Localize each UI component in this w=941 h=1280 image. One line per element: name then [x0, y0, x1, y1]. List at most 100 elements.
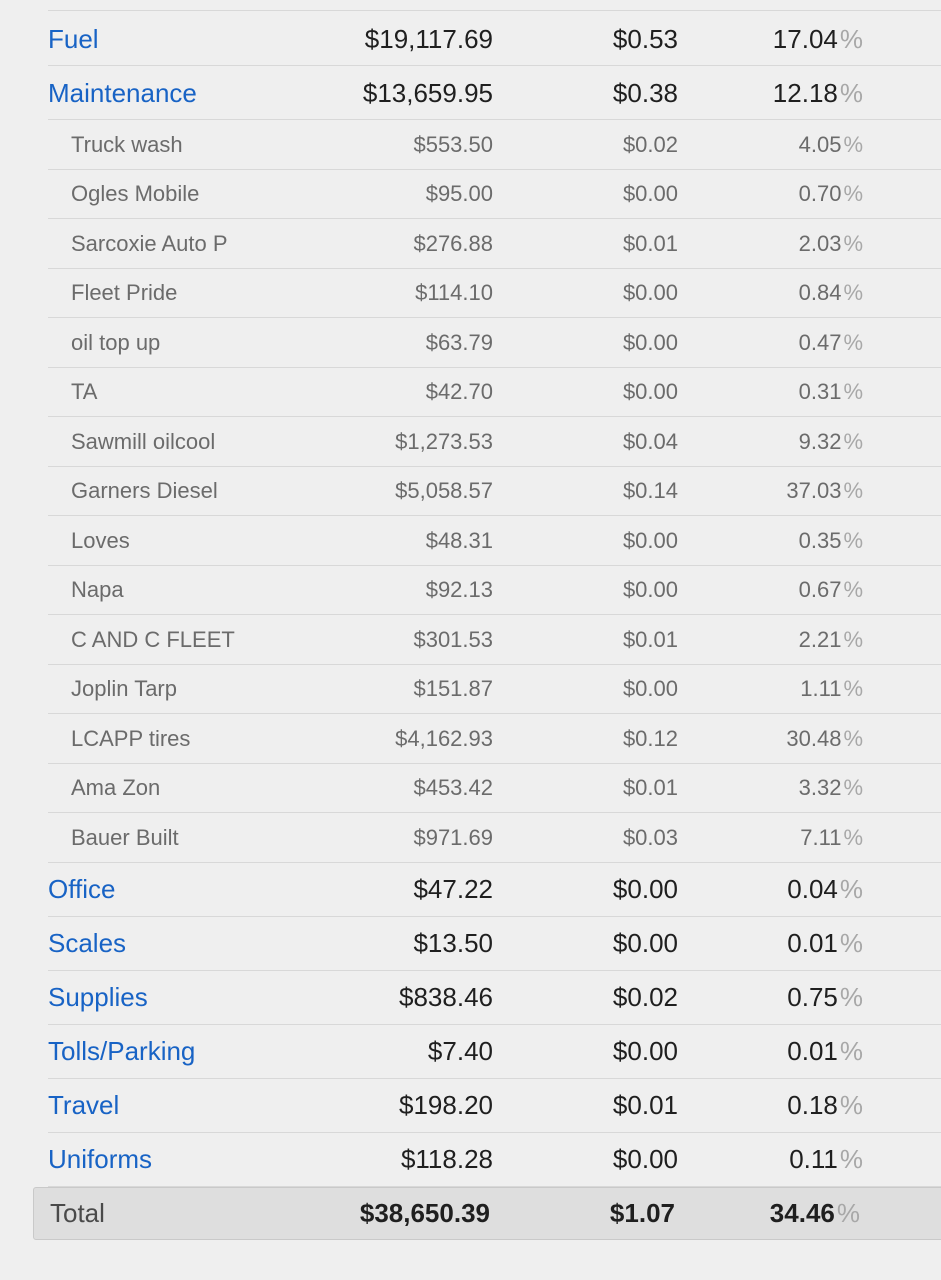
category-row[interactable]: Office $47.22 $0.00 0.04% — [48, 863, 941, 917]
percent-value: 0.11 — [789, 1144, 838, 1174]
per-mile-cell: $0.53 — [612, 23, 678, 54]
subcategory-label: C AND C FLEET — [71, 626, 235, 652]
category-row[interactable]: Scales $13.50 $0.00 0.01% — [48, 917, 941, 971]
amount-cell: $19,117.69 — [364, 23, 493, 54]
per-mile-cell: $0.01 — [622, 230, 678, 256]
top-divider — [48, 10, 941, 11]
percent-value: 3.32 — [798, 775, 842, 801]
per-mile-cell: $0.00 — [612, 1036, 678, 1066]
row-divider — [48, 564, 941, 566]
subcategory-label: Napa — [71, 577, 124, 603]
percent-cell: 9.32% — [799, 417, 863, 467]
per-mile-cell: $0.02 — [622, 131, 678, 157]
category-link[interactable]: Tolls/Parking — [48, 1036, 196, 1066]
row-divider — [48, 267, 941, 269]
percent-cell: 0.04% — [787, 863, 863, 917]
subcategory-row: Loves $48.31 $0.00 0.35% — [48, 516, 941, 566]
per-mile-cell: $0.02 — [612, 982, 678, 1012]
percent-sign: % — [839, 874, 863, 904]
amount-cell: $301.53 — [413, 626, 493, 652]
percent-cell: 0.01% — [787, 917, 863, 971]
per-mile-cell: $0.00 — [612, 874, 678, 904]
percent-sign: % — [843, 676, 863, 702]
total-percent-value: 34.46 — [769, 1198, 835, 1228]
subcategory-row: Fleet Pride $114.10 $0.00 0.84% — [48, 269, 941, 318]
percent-value: 12.18 — [772, 77, 838, 108]
row-divider — [48, 366, 941, 368]
amount-cell: $453.42 — [413, 775, 493, 801]
percent-value: 0.04 — [787, 874, 838, 904]
subcategory-label: Joplin Tarp — [71, 676, 177, 702]
subcategory-row: oil top up $63.79 $0.00 0.47% — [48, 318, 941, 368]
percent-value: 2.03 — [798, 230, 842, 256]
subcategory-row: Sarcoxie Auto P $276.88 $0.01 2.03% — [48, 219, 941, 269]
percent-cell: 30.48% — [786, 714, 863, 764]
per-mile-cell: $0.00 — [612, 1144, 678, 1174]
category-link[interactable]: Fuel — [48, 23, 99, 54]
subcategory-row: C AND C FLEET $301.53 $0.01 2.21% — [48, 615, 941, 665]
percent-sign: % — [843, 824, 863, 850]
category-link[interactable]: Supplies — [48, 982, 148, 1012]
percent-value: 0.01 — [787, 928, 838, 958]
percent-cell: 0.31% — [799, 368, 863, 418]
percent-value: 0.31 — [798, 379, 842, 405]
category-row[interactable]: Maintenance $13,659.95 $0.38 12.18% — [48, 66, 941, 120]
row-divider — [48, 119, 941, 120]
category-row[interactable]: Uniforms $118.28 $0.00 0.11% — [48, 1133, 941, 1187]
percent-sign: % — [839, 982, 863, 1012]
category-row[interactable]: Tolls/Parking $7.40 $0.00 0.01% — [48, 1025, 941, 1079]
total-amount: $38,650.39 — [359, 1198, 490, 1228]
percent-cell: 4.05% — [799, 120, 863, 170]
per-mile-cell: $0.01 — [622, 775, 678, 801]
amount-cell: $198.20 — [399, 1090, 493, 1120]
subcategory-label: Ogles Mobile — [71, 181, 200, 207]
percent-cell: 37.03% — [786, 467, 863, 517]
percent-sign: % — [843, 230, 863, 256]
subcategory-label: Garners Diesel — [71, 478, 218, 504]
subcategory-row: Napa $92.13 $0.00 0.67% — [48, 566, 941, 615]
amount-cell: $63.79 — [425, 329, 493, 355]
percent-cell: 0.47% — [799, 318, 863, 368]
per-mile-cell: $0.00 — [622, 577, 678, 603]
category-link[interactable]: Maintenance — [48, 77, 197, 108]
percent-value: 17.04 — [772, 23, 838, 54]
percent-value: 7.11 — [800, 824, 842, 850]
per-mile-cell: $0.00 — [612, 928, 678, 958]
percent-value: 4.05 — [798, 131, 842, 157]
amount-cell: $1,273.53 — [395, 428, 493, 454]
category-link[interactable]: Scales — [48, 928, 127, 958]
per-mile-cell: $0.00 — [622, 329, 678, 355]
subcategory-label: Ama Zon — [71, 775, 161, 801]
subcategory-row: TA $42.70 $0.00 0.31% — [48, 368, 941, 418]
per-mile-cell: $0.38 — [612, 77, 678, 108]
subcategory-label: TA — [71, 379, 98, 405]
per-mile-cell: $0.04 — [622, 428, 678, 454]
category-link[interactable]: Uniforms — [48, 1144, 153, 1174]
amount-cell: $553.50 — [413, 131, 493, 157]
category-link[interactable]: Office — [48, 874, 116, 904]
category-row[interactable]: Supplies $838.46 $0.02 0.75% — [48, 971, 941, 1025]
per-mile-cell: $0.14 — [622, 478, 678, 504]
amount-cell: $13.50 — [413, 928, 493, 958]
total-label: Total — [50, 1198, 105, 1228]
percent-value: 2.21 — [798, 626, 842, 652]
percent-cell: 0.18% — [787, 1079, 863, 1133]
subcategory-label: Truck wash — [71, 131, 183, 157]
per-mile-cell: $0.03 — [622, 824, 678, 850]
percent-sign: % — [843, 379, 863, 405]
amount-cell: $838.46 — [399, 982, 493, 1012]
category-link[interactable]: Travel — [48, 1090, 120, 1120]
row-divider — [48, 218, 941, 219]
per-mile-cell: $0.00 — [622, 379, 678, 405]
amount-cell: $5,058.57 — [395, 478, 493, 504]
per-mile-cell: $0.12 — [622, 725, 678, 751]
percent-cell: 2.21% — [799, 615, 863, 665]
row-divider — [48, 663, 941, 665]
category-row[interactable]: Fuel $19,117.69 $0.53 17.04% — [48, 12, 941, 66]
percent-cell: 12.18% — [773, 66, 863, 120]
subcategory-row: LCAPP tires $4,162.93 $0.12 30.48% — [48, 714, 941, 764]
category-row[interactable]: Travel $198.20 $0.01 0.18% — [48, 1079, 941, 1133]
percent-sign: % — [843, 577, 863, 603]
percent-sign: % — [843, 527, 863, 553]
row-divider — [48, 1185, 941, 1187]
